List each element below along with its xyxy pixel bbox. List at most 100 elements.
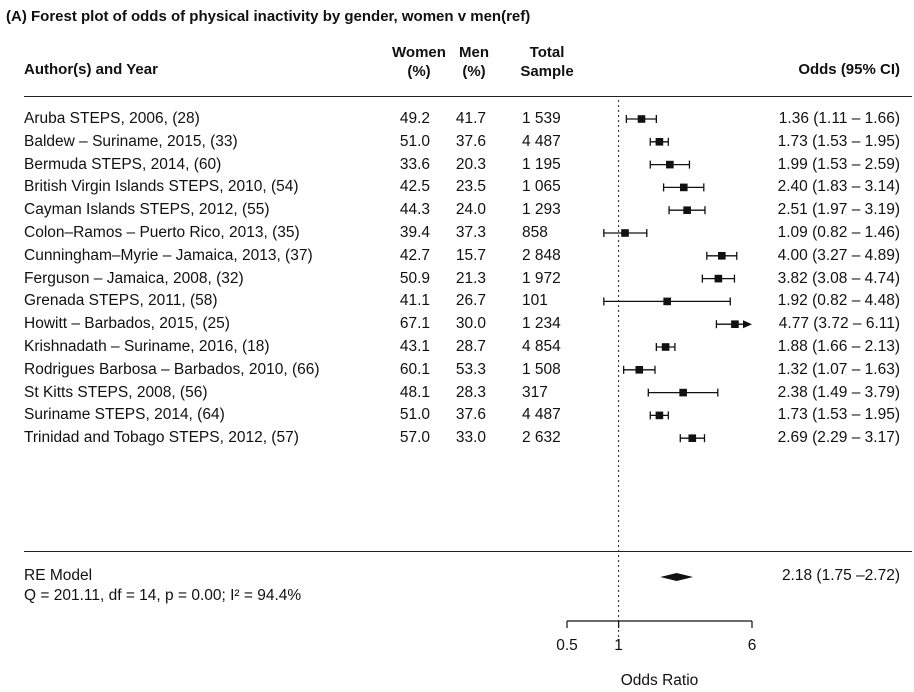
- women-pct: 51.0: [399, 132, 430, 150]
- total-sample: 1 065: [522, 178, 561, 196]
- x-tick-label: 1: [614, 637, 623, 654]
- total-sample: 101: [522, 292, 548, 310]
- header-total: Total Sample: [512, 43, 582, 81]
- men-pct: 37.6: [455, 132, 486, 150]
- re-model-ci-text: 2.18 (1.75 –2.72): [781, 567, 900, 584]
- women-pct: 49.2: [399, 110, 430, 127]
- header-men-line1: Men: [459, 44, 489, 61]
- total-sample: 1 972: [522, 269, 561, 287]
- study-name: Suriname STEPS, 2014, (64): [24, 406, 225, 424]
- study-name: Grenada STEPS, 2011, (58): [24, 292, 218, 310]
- women-pct: 33.6: [399, 155, 430, 173]
- odds-ci-text: 1.73 (1.53 – 1.95): [777, 132, 900, 150]
- study-name: Ferguson – Jamaica, 2008, (32): [24, 269, 244, 287]
- women-pct: 50.9: [399, 269, 430, 287]
- header-women-line2: (%): [407, 63, 431, 80]
- women-pct: 39.4: [399, 224, 430, 241]
- re-model-stats: Q = 201.11, df = 14, p = 0.00; I² = 94.4…: [24, 587, 302, 604]
- women-pct: 42.7: [399, 246, 430, 264]
- point-estimate: [714, 274, 723, 283]
- point-estimate: [655, 138, 664, 146]
- women-pct: 48.1: [399, 383, 430, 401]
- odds-ci-text: 2.51 (1.97 – 3.19): [777, 201, 900, 219]
- women-pct: 41.1: [399, 292, 430, 310]
- total-sample: 1 195: [522, 155, 561, 173]
- point-estimate: [666, 160, 674, 169]
- header-men: Men (%): [452, 43, 496, 81]
- header-total-line2: Sample: [520, 63, 574, 80]
- chart-title: (A) Forest plot of odds of physical inac…: [6, 8, 531, 25]
- header-rule: [24, 96, 912, 97]
- study-name: British Virgin Islands STEPS, 2010, (54): [24, 178, 299, 196]
- header-total-line1: Total: [529, 44, 565, 61]
- men-pct: 20.3: [455, 155, 486, 173]
- ci-arrow: [743, 320, 752, 329]
- women-pct: 44.3: [399, 201, 430, 219]
- men-pct: 26.7: [455, 292, 486, 310]
- odds-ci-text: 1.36 (1.11 – 1.66): [778, 110, 900, 127]
- total-sample: 2 632: [522, 429, 561, 447]
- odds-ci-text: 1.73 (1.53 – 1.95): [777, 406, 900, 424]
- total-sample: 1 539: [522, 110, 561, 127]
- women-pct: 57.0: [399, 429, 430, 447]
- women-pct: 43.1: [399, 338, 430, 355]
- odds-ci-text: 4.00 (3.27 – 4.89): [777, 246, 900, 264]
- point-estimate: [661, 343, 670, 351]
- study-name: Howitt – Barbados, 2015, (25): [24, 315, 230, 333]
- odds-ci-text: 1.32 (1.07 – 1.63): [777, 360, 900, 378]
- men-pct: 37.3: [455, 224, 486, 241]
- odds-ci-text: 2.38 (1.49 – 3.79): [777, 383, 900, 401]
- women-pct: 42.5: [399, 178, 430, 196]
- study-name: Bermuda STEPS, 2014, (60): [24, 155, 222, 173]
- study-name: Trinidad and Tobago STEPS, 2012, (57): [24, 429, 299, 447]
- header-men-line2: (%): [462, 63, 486, 80]
- x-tick-label: 6: [748, 637, 757, 654]
- point-estimate: [683, 206, 691, 214]
- total-sample: 4 854: [522, 338, 561, 355]
- point-estimate: [635, 366, 644, 374]
- header-women: Women (%): [388, 43, 450, 81]
- total-sample: 317: [522, 383, 548, 401]
- header-author: Author(s) and Year: [24, 61, 158, 78]
- odds-ci-text: 4.77 (3.72 – 6.11): [778, 315, 900, 333]
- header-women-line1: Women: [392, 44, 446, 61]
- re-model-block: RE Model Q = 201.11, df = 14, p = 0.00; …: [24, 566, 301, 606]
- odds-ci-text: 3.82 (3.08 – 4.74): [777, 269, 900, 287]
- men-pct: 21.3: [455, 269, 486, 287]
- men-pct: 30.0: [455, 315, 486, 333]
- x-axis-label: Odds Ratio: [621, 672, 699, 689]
- men-pct: 28.7: [455, 338, 486, 355]
- men-pct: 53.3: [455, 360, 486, 378]
- point-estimate: [731, 320, 739, 328]
- total-sample: 4 487: [522, 132, 561, 150]
- total-sample: 1 293: [522, 201, 561, 219]
- point-estimate: [655, 411, 664, 420]
- study-name: St Kitts STEPS, 2008, (56): [24, 383, 208, 401]
- total-sample: 4 487: [522, 406, 561, 424]
- point-estimate: [621, 229, 629, 237]
- study-name: Aruba STEPS, 2006, (28): [24, 110, 200, 127]
- men-pct: 24.0: [455, 201, 486, 219]
- odds-ci-text: 1.92 (0.82 – 4.48): [777, 292, 900, 310]
- point-estimate: [679, 388, 687, 397]
- study-name: Baldew – Suriname, 2015, (33): [24, 132, 238, 150]
- study-name: Cunningham–Myrie – Jamaica, 2013, (37): [24, 246, 313, 264]
- odds-ci-text: 1.09 (0.82 – 1.46): [777, 224, 900, 241]
- point-estimate: [663, 297, 671, 306]
- pooled-diamond: [660, 573, 694, 581]
- study-name: Cayman Islands STEPS, 2012, (55): [24, 201, 270, 219]
- total-sample: 1 234: [522, 315, 561, 333]
- men-pct: 15.7: [455, 246, 486, 264]
- point-estimate: [688, 434, 697, 442]
- men-pct: 41.7: [455, 110, 486, 127]
- total-sample: 858: [522, 224, 548, 241]
- model-rule: [24, 551, 912, 552]
- header-odds: Odds (95% CI): [798, 61, 900, 78]
- x-tick-label: 0.5: [556, 637, 578, 654]
- women-pct: 51.0: [399, 406, 430, 424]
- total-sample: 2 848: [522, 246, 561, 264]
- odds-ci-text: 1.88 (1.66 – 2.13): [777, 338, 900, 355]
- men-pct: 28.3: [455, 383, 486, 401]
- study-name: Rodrigues Barbosa – Barbados, 2010, (66): [24, 360, 320, 378]
